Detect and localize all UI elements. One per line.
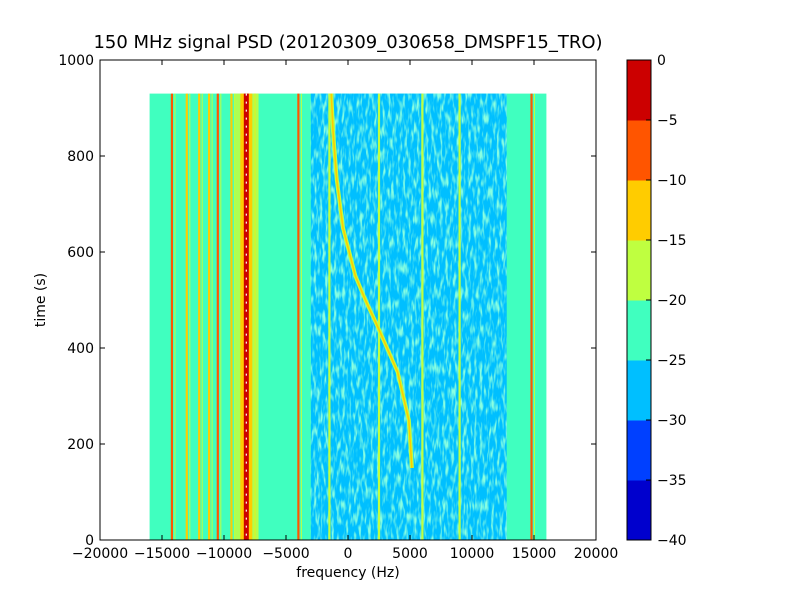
colorbar-segment <box>627 420 651 481</box>
x-axis: −20000 −15000 −10000 −5000 0 5000 10000 15000 20… <box>72 60 618 562</box>
x-tick-label: −20000 <box>72 546 128 562</box>
colorbar-tick-label: −10 <box>657 173 687 189</box>
heatmap-area <box>149 93 547 540</box>
y-tick-label: 0 <box>85 533 94 549</box>
y-axis-label: time (s) <box>33 273 49 327</box>
x-tick-label: 15000 <box>512 546 557 562</box>
colorbar-segment <box>627 120 651 181</box>
y-tick-label: 200 <box>67 437 94 453</box>
chart-title: 150 MHz signal PSD (20120309_030658_DMSP… <box>93 32 602 53</box>
x-tick-label: −15000 <box>134 546 190 562</box>
colorbar-segment <box>627 240 651 301</box>
doppler-trace-layer <box>329 93 414 469</box>
y-tick-label: 800 <box>67 149 94 165</box>
y-tick-label: 600 <box>67 245 94 261</box>
colorbar-tick-label: −35 <box>657 473 687 489</box>
x-tick-label: 10000 <box>450 546 495 562</box>
x-tick-label: 0 <box>344 546 353 562</box>
x-tick-label: 20000 <box>574 546 619 562</box>
colorbar-tick-label: −15 <box>657 233 687 249</box>
y-tick-label: 400 <box>67 341 94 357</box>
heatmap-speckle <box>310 93 507 540</box>
colorbar-segment <box>627 480 651 541</box>
x-tick-label: −5000 <box>262 546 309 562</box>
colorbar-tick-label: −40 <box>657 533 687 549</box>
colorbar-segment <box>627 180 651 241</box>
colorbar-tick-label: −30 <box>657 413 687 429</box>
colorbar-tick-label: −20 <box>657 293 687 309</box>
colorbar-segment <box>627 60 651 121</box>
main-carrier-core <box>243 93 249 540</box>
colorbar-tick-label: 0 <box>657 53 666 69</box>
y-tick-label: 1000 <box>58 53 94 69</box>
colorbar-segment <box>627 300 651 361</box>
y-axis: 0 200 400 600 800 1000 <box>58 53 596 549</box>
colorbar-tick-label: −25 <box>657 353 687 369</box>
colorbar-tick-label: −5 <box>657 113 678 129</box>
x-tick-label: 5000 <box>392 546 428 562</box>
x-tick-label: −10000 <box>196 546 252 562</box>
colorbar: −40 −35 −30 −25 −20 −15 −10 −5 0 <box>626 53 687 549</box>
doppler-trace <box>330 93 413 469</box>
colorbar-segment <box>627 360 651 421</box>
x-axis-label: frequency (Hz) <box>296 565 399 581</box>
